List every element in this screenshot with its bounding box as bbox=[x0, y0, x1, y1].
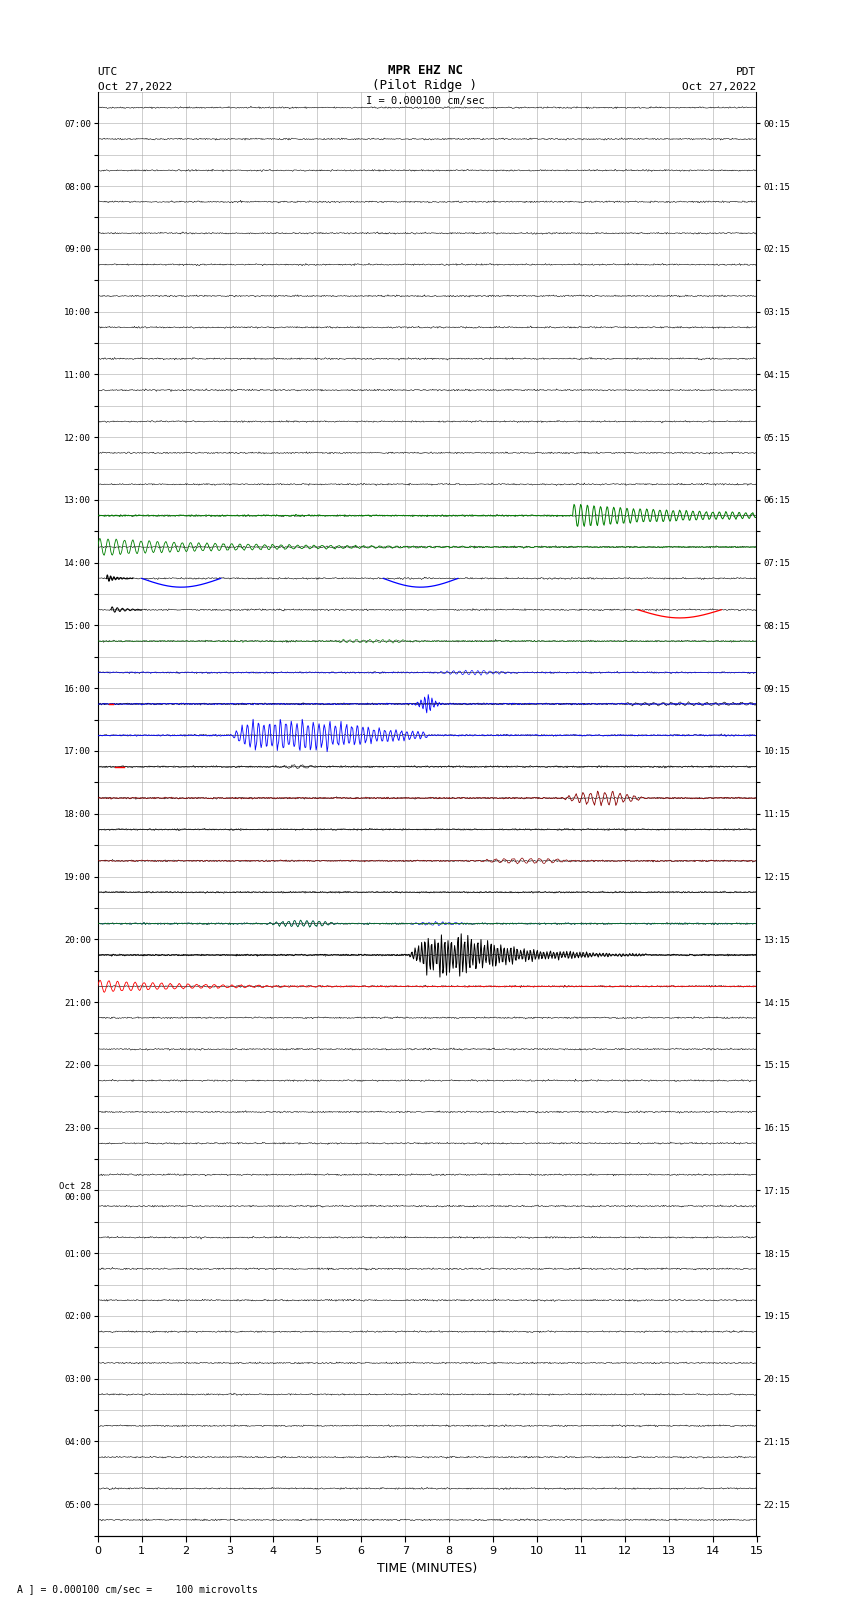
Text: (Pilot Ridge ): (Pilot Ridge ) bbox=[372, 79, 478, 92]
Text: UTC: UTC bbox=[98, 68, 118, 77]
Text: A ] = 0.000100 cm/sec =    100 microvolts: A ] = 0.000100 cm/sec = 100 microvolts bbox=[17, 1584, 258, 1594]
Text: MPR EHZ NC: MPR EHZ NC bbox=[388, 65, 462, 77]
X-axis label: TIME (MINUTES): TIME (MINUTES) bbox=[377, 1561, 477, 1574]
Text: Oct 27,2022: Oct 27,2022 bbox=[683, 82, 756, 92]
Text: PDT: PDT bbox=[736, 68, 756, 77]
Text: I = 0.000100 cm/sec: I = 0.000100 cm/sec bbox=[366, 97, 484, 106]
Text: Oct 27,2022: Oct 27,2022 bbox=[98, 82, 172, 92]
